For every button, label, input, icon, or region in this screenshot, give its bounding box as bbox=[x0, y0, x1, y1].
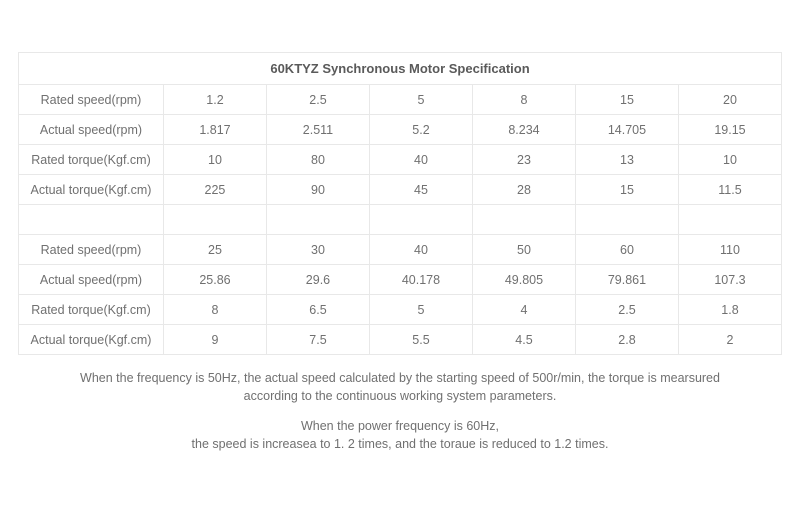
cell: 110 bbox=[678, 235, 781, 265]
cell: 2.8 bbox=[575, 325, 678, 355]
cell: 2.5 bbox=[266, 85, 369, 115]
table-row: Rated torque(Kgf.cm) 8 6.5 5 4 2.5 1.8 bbox=[19, 295, 782, 325]
cell: 225 bbox=[163, 175, 266, 205]
cell: 5.5 bbox=[369, 325, 472, 355]
cell: 4.5 bbox=[472, 325, 575, 355]
cell: 20 bbox=[678, 85, 781, 115]
cell: 25.86 bbox=[163, 265, 266, 295]
title-row: 60KTYZ Synchronous Motor Specification bbox=[19, 53, 782, 85]
cell: 29.6 bbox=[266, 265, 369, 295]
cell: 6.5 bbox=[266, 295, 369, 325]
cell: 40 bbox=[369, 145, 472, 175]
footnote-1: When the frequency is 50Hz, the actual s… bbox=[18, 369, 782, 405]
cell: 1.8 bbox=[678, 295, 781, 325]
cell: 30 bbox=[266, 235, 369, 265]
table-row: Rated speed(rpm) 25 30 40 50 60 110 bbox=[19, 235, 782, 265]
cell: 14.705 bbox=[575, 115, 678, 145]
cell: 8 bbox=[472, 85, 575, 115]
cell: 19.15 bbox=[678, 115, 781, 145]
row-label: Rated torque(Kgf.cm) bbox=[19, 145, 164, 175]
row-label: Actual speed(rpm) bbox=[19, 265, 164, 295]
table-row: Actual torque(Kgf.cm) 225 90 45 28 15 11… bbox=[19, 175, 782, 205]
cell: 80 bbox=[266, 145, 369, 175]
row-label: Rated speed(rpm) bbox=[19, 235, 164, 265]
cell: 23 bbox=[472, 145, 575, 175]
cell: 40.178 bbox=[369, 265, 472, 295]
row-label: Rated torque(Kgf.cm) bbox=[19, 295, 164, 325]
cell: 13 bbox=[575, 145, 678, 175]
cell: 79.861 bbox=[575, 265, 678, 295]
cell: 15 bbox=[575, 175, 678, 205]
cell: 5 bbox=[369, 85, 472, 115]
row-label: Actual torque(Kgf.cm) bbox=[19, 325, 164, 355]
cell: 5 bbox=[369, 295, 472, 325]
cell: 90 bbox=[266, 175, 369, 205]
cell: 2.5 bbox=[575, 295, 678, 325]
cell: 4 bbox=[472, 295, 575, 325]
cell: 28 bbox=[472, 175, 575, 205]
table-row: Actual speed(rpm) 25.86 29.6 40.178 49.8… bbox=[19, 265, 782, 295]
cell: 11.5 bbox=[678, 175, 781, 205]
cell: 7.5 bbox=[266, 325, 369, 355]
cell: 8.234 bbox=[472, 115, 575, 145]
row-label: Actual torque(Kgf.cm) bbox=[19, 175, 164, 205]
cell: 15 bbox=[575, 85, 678, 115]
cell: 1.817 bbox=[163, 115, 266, 145]
cell: 40 bbox=[369, 235, 472, 265]
row-label: Actual speed(rpm) bbox=[19, 115, 164, 145]
cell: 5.2 bbox=[369, 115, 472, 145]
spec-table: 60KTYZ Synchronous Motor Specification R… bbox=[18, 52, 782, 355]
cell: 107.3 bbox=[678, 265, 781, 295]
cell: 2 bbox=[678, 325, 781, 355]
cell: 50 bbox=[472, 235, 575, 265]
footnote-2: When the power frequency is 60Hz, the sp… bbox=[18, 417, 782, 453]
cell: 45 bbox=[369, 175, 472, 205]
cell: 9 bbox=[163, 325, 266, 355]
cell: 10 bbox=[678, 145, 781, 175]
table-row: Actual torque(Kgf.cm) 9 7.5 5.5 4.5 2.8 … bbox=[19, 325, 782, 355]
spacer-row bbox=[19, 205, 782, 235]
table-title: 60KTYZ Synchronous Motor Specification bbox=[19, 53, 782, 85]
cell: 10 bbox=[163, 145, 266, 175]
footnotes: When the frequency is 50Hz, the actual s… bbox=[18, 369, 782, 454]
cell: 1.2 bbox=[163, 85, 266, 115]
table-row: Rated torque(Kgf.cm) 10 80 40 23 13 10 bbox=[19, 145, 782, 175]
cell: 25 bbox=[163, 235, 266, 265]
cell: 49.805 bbox=[472, 265, 575, 295]
table-row: Rated speed(rpm) 1.2 2.5 5 8 15 20 bbox=[19, 85, 782, 115]
cell: 2.511 bbox=[266, 115, 369, 145]
table-row: Actual speed(rpm) 1.817 2.511 5.2 8.234 … bbox=[19, 115, 782, 145]
row-label: Rated speed(rpm) bbox=[19, 85, 164, 115]
cell: 60 bbox=[575, 235, 678, 265]
cell: 8 bbox=[163, 295, 266, 325]
